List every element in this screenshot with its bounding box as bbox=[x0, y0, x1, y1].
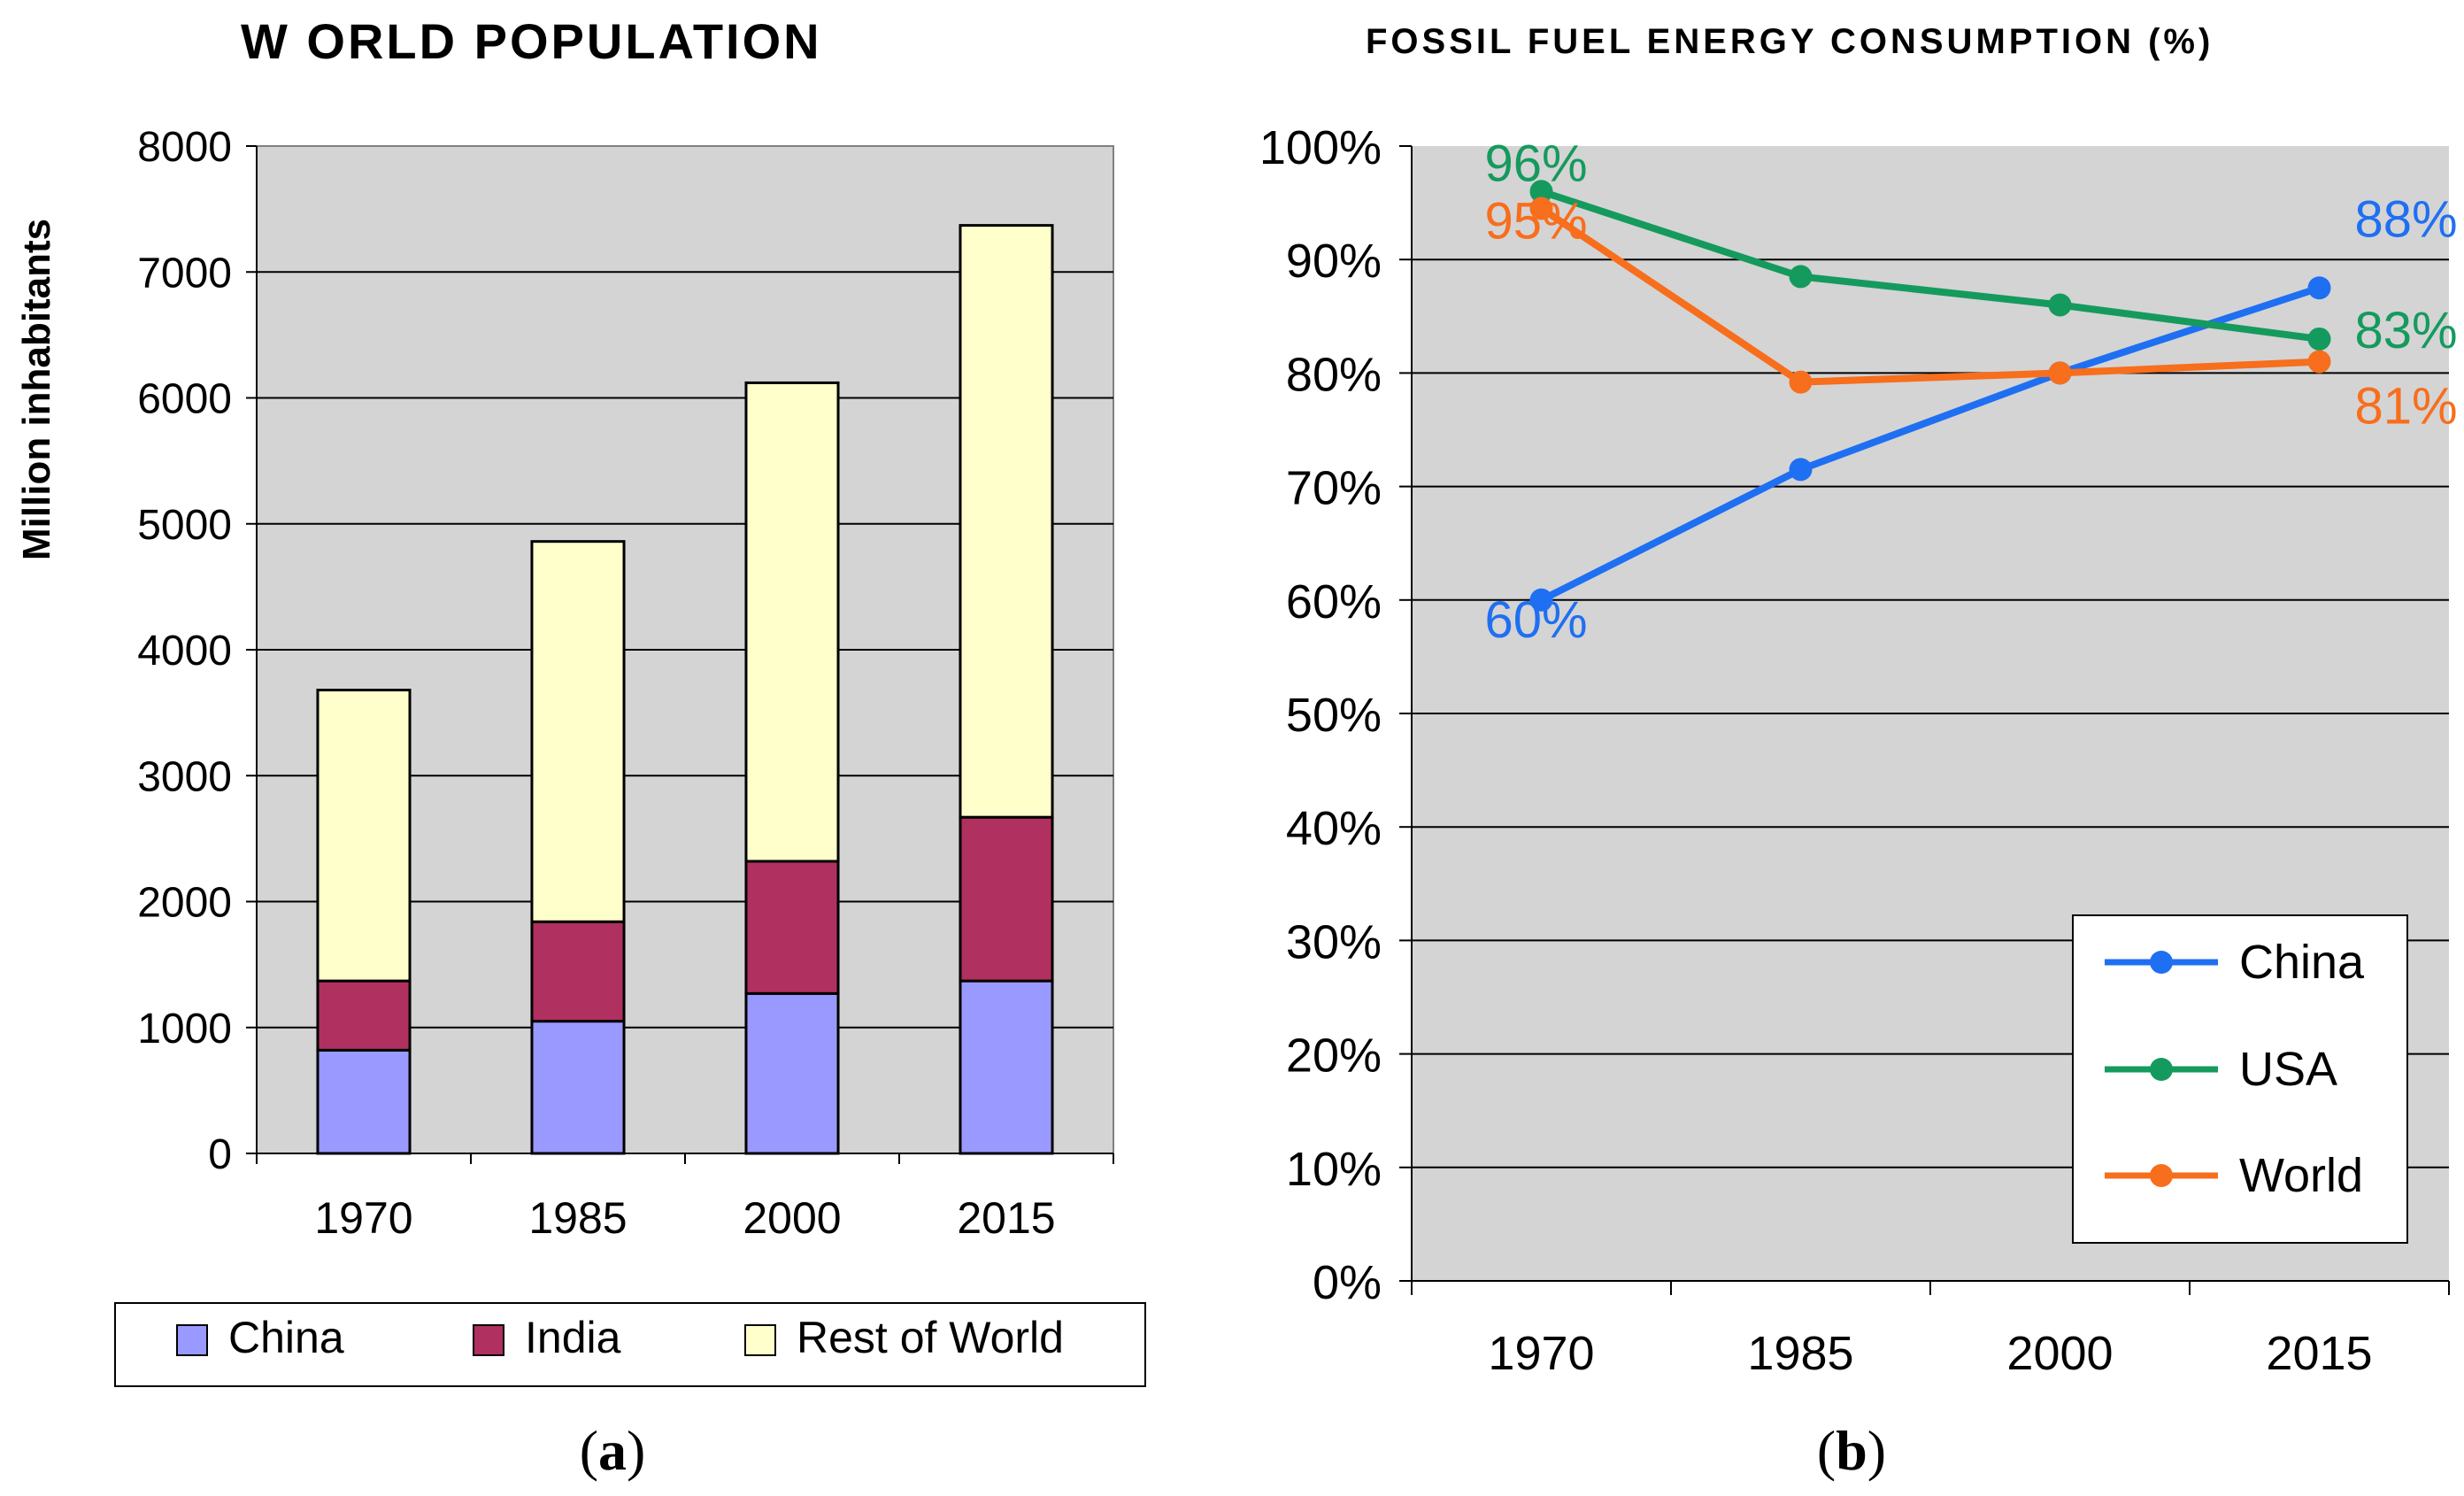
bar-china-1985 bbox=[530, 1020, 626, 1155]
annotation-world-1970: 95% bbox=[1484, 193, 1587, 251]
point-world-2000 bbox=[2048, 361, 2072, 385]
y-tick-label: 2000 bbox=[137, 880, 232, 927]
chart-b-annotations: 60% 88% 96% 83% 95% 81% bbox=[1484, 135, 2457, 649]
x-tick-label: 2000 bbox=[2006, 1327, 2113, 1380]
legend-label-china: China bbox=[2239, 936, 2365, 989]
legend-label-usa: USA bbox=[2239, 1043, 2337, 1096]
point-usa-2000 bbox=[2048, 293, 2072, 317]
x-tick-label: 2015 bbox=[957, 1193, 1055, 1243]
y-tick-label: 90% bbox=[1286, 235, 1382, 288]
bar-china-2000 bbox=[744, 991, 840, 1155]
y-tick-label: 4000 bbox=[137, 628, 232, 675]
chart-b-axes bbox=[1399, 145, 2450, 1295]
fossil-fuel-chart: FOSSIL FUEL ENERGY CONSUMPTION (%) 0% 10%… bbox=[1259, 22, 2458, 1482]
chart-b-y-tick-labels: 0% 10% 20% 30% 40% 50% 60% 70% 80% 90% 100% bbox=[1259, 121, 1382, 1309]
y-tick-label: 30% bbox=[1286, 915, 1382, 968]
bar-rest-of-world-2000 bbox=[744, 381, 840, 863]
legend-swatch-india bbox=[473, 1324, 504, 1356]
bar-rest-of-world-1970 bbox=[316, 689, 412, 983]
point-world-2015 bbox=[2307, 350, 2331, 374]
y-tick-label: 40% bbox=[1286, 802, 1382, 855]
x-tick-label: 2000 bbox=[743, 1193, 841, 1243]
annotation-china-2015: 88% bbox=[2355, 190, 2458, 248]
y-tick-label: 0% bbox=[1313, 1256, 1382, 1309]
y-tick-label: 60% bbox=[1286, 575, 1382, 628]
bar-india-1985 bbox=[530, 920, 626, 1023]
panel-a-caption: (a) bbox=[580, 1419, 646, 1482]
bar-china-2015 bbox=[959, 979, 1054, 1155]
y-tick-label: 3000 bbox=[137, 753, 232, 800]
legend-marker-world bbox=[2150, 1164, 2173, 1187]
point-china-1985 bbox=[1789, 458, 1813, 482]
x-tick-label: 1985 bbox=[528, 1193, 627, 1243]
y-tick-label: 7000 bbox=[137, 250, 232, 297]
y-tick-label: 70% bbox=[1286, 462, 1382, 515]
point-usa-1985 bbox=[1789, 265, 1813, 289]
bar-rest-of-world-1985 bbox=[530, 540, 626, 923]
legend-label-world: World bbox=[2239, 1149, 2363, 1202]
annotation-usa-1970: 96% bbox=[1484, 135, 1587, 192]
legend-swatch-rest-of-world bbox=[744, 1324, 776, 1356]
bar-rest-of-world-2015 bbox=[959, 224, 1054, 819]
chart-a-legend: China India Rest of World bbox=[114, 1302, 1146, 1387]
series-line-world bbox=[1539, 205, 2320, 386]
y-tick-label: 10% bbox=[1286, 1143, 1382, 1196]
y-tick-label: 1000 bbox=[137, 1006, 232, 1053]
y-tick-label: 80% bbox=[1286, 348, 1382, 401]
y-tick-label: 20% bbox=[1286, 1029, 1382, 1083]
point-usa-1970 bbox=[1529, 180, 1553, 204]
legend-box bbox=[114, 1302, 1146, 1387]
series-line-usa bbox=[1540, 188, 2321, 343]
bar-india-1970 bbox=[316, 979, 412, 1052]
legend-swatch-china bbox=[176, 1324, 208, 1356]
legend-label-china: China bbox=[228, 1313, 344, 1362]
chart-b-title: FOSSIL FUEL ENERGY CONSUMPTION (%) bbox=[1366, 22, 2214, 61]
y-tick-label: 100% bbox=[1259, 121, 1382, 174]
x-tick-label: 2015 bbox=[2266, 1327, 2372, 1380]
point-china-2015 bbox=[2307, 276, 2331, 300]
annotation-usa-2015: 83% bbox=[2355, 302, 2458, 359]
legend-marker-usa bbox=[2150, 1058, 2173, 1081]
x-tick-label: 1970 bbox=[314, 1193, 412, 1243]
chart-b-series-lines bbox=[1529, 180, 2331, 612]
series-line-china bbox=[1539, 284, 2321, 604]
point-china-1970 bbox=[1529, 588, 1553, 612]
chart-a-bars bbox=[316, 224, 1054, 1155]
legend-box bbox=[2072, 914, 2408, 1244]
panel-b-letter: b bbox=[1836, 1419, 1867, 1482]
legend-label-india: India bbox=[525, 1313, 621, 1362]
x-tick-label: 1970 bbox=[1488, 1327, 1594, 1380]
chart-a-title: W ORLD POPULATION bbox=[241, 13, 822, 69]
chart-b-legend: China USA World bbox=[2072, 914, 2408, 1244]
chart-a-axes bbox=[246, 145, 1114, 1164]
chart-a-x-tick-labels: 1970 1985 2000 2015 bbox=[314, 1193, 1055, 1243]
chart-a-y-tick-labels: 0 1000 2000 3000 4000 5000 6000 7000 8000 bbox=[137, 124, 232, 1178]
chart-a-ylabel: Million inhabitants bbox=[15, 219, 58, 560]
bar-india-2000 bbox=[744, 860, 840, 995]
legend-marker-china bbox=[2150, 951, 2173, 974]
y-tick-label: 8000 bbox=[137, 124, 232, 171]
y-tick-label: 6000 bbox=[137, 376, 232, 423]
y-tick-label: 5000 bbox=[137, 502, 232, 549]
legend-label-rest-of-world: Rest of World bbox=[797, 1313, 1064, 1362]
y-tick-label: 0 bbox=[208, 1131, 232, 1178]
annotation-china-1970: 60% bbox=[1484, 591, 1587, 649]
annotation-world-2015: 81% bbox=[2355, 378, 2458, 436]
bar-china-1970 bbox=[316, 1048, 412, 1155]
chart-b-x-tick-labels: 1970 1985 2000 2015 bbox=[1488, 1327, 2372, 1380]
panel-b-caption: (b) bbox=[1817, 1419, 1886, 1482]
point-world-1970 bbox=[1529, 197, 1553, 220]
point-usa-2015 bbox=[2307, 327, 2331, 351]
point-world-1985 bbox=[1789, 370, 1813, 394]
panel-a-letter: a bbox=[598, 1419, 627, 1482]
y-tick-label: 50% bbox=[1286, 689, 1382, 742]
bar-india-2015 bbox=[959, 815, 1054, 983]
x-tick-label: 1985 bbox=[1747, 1327, 1853, 1380]
world-population-chart: W ORLD POPULATION Million inhabitants 0 1… bbox=[15, 13, 1146, 1482]
